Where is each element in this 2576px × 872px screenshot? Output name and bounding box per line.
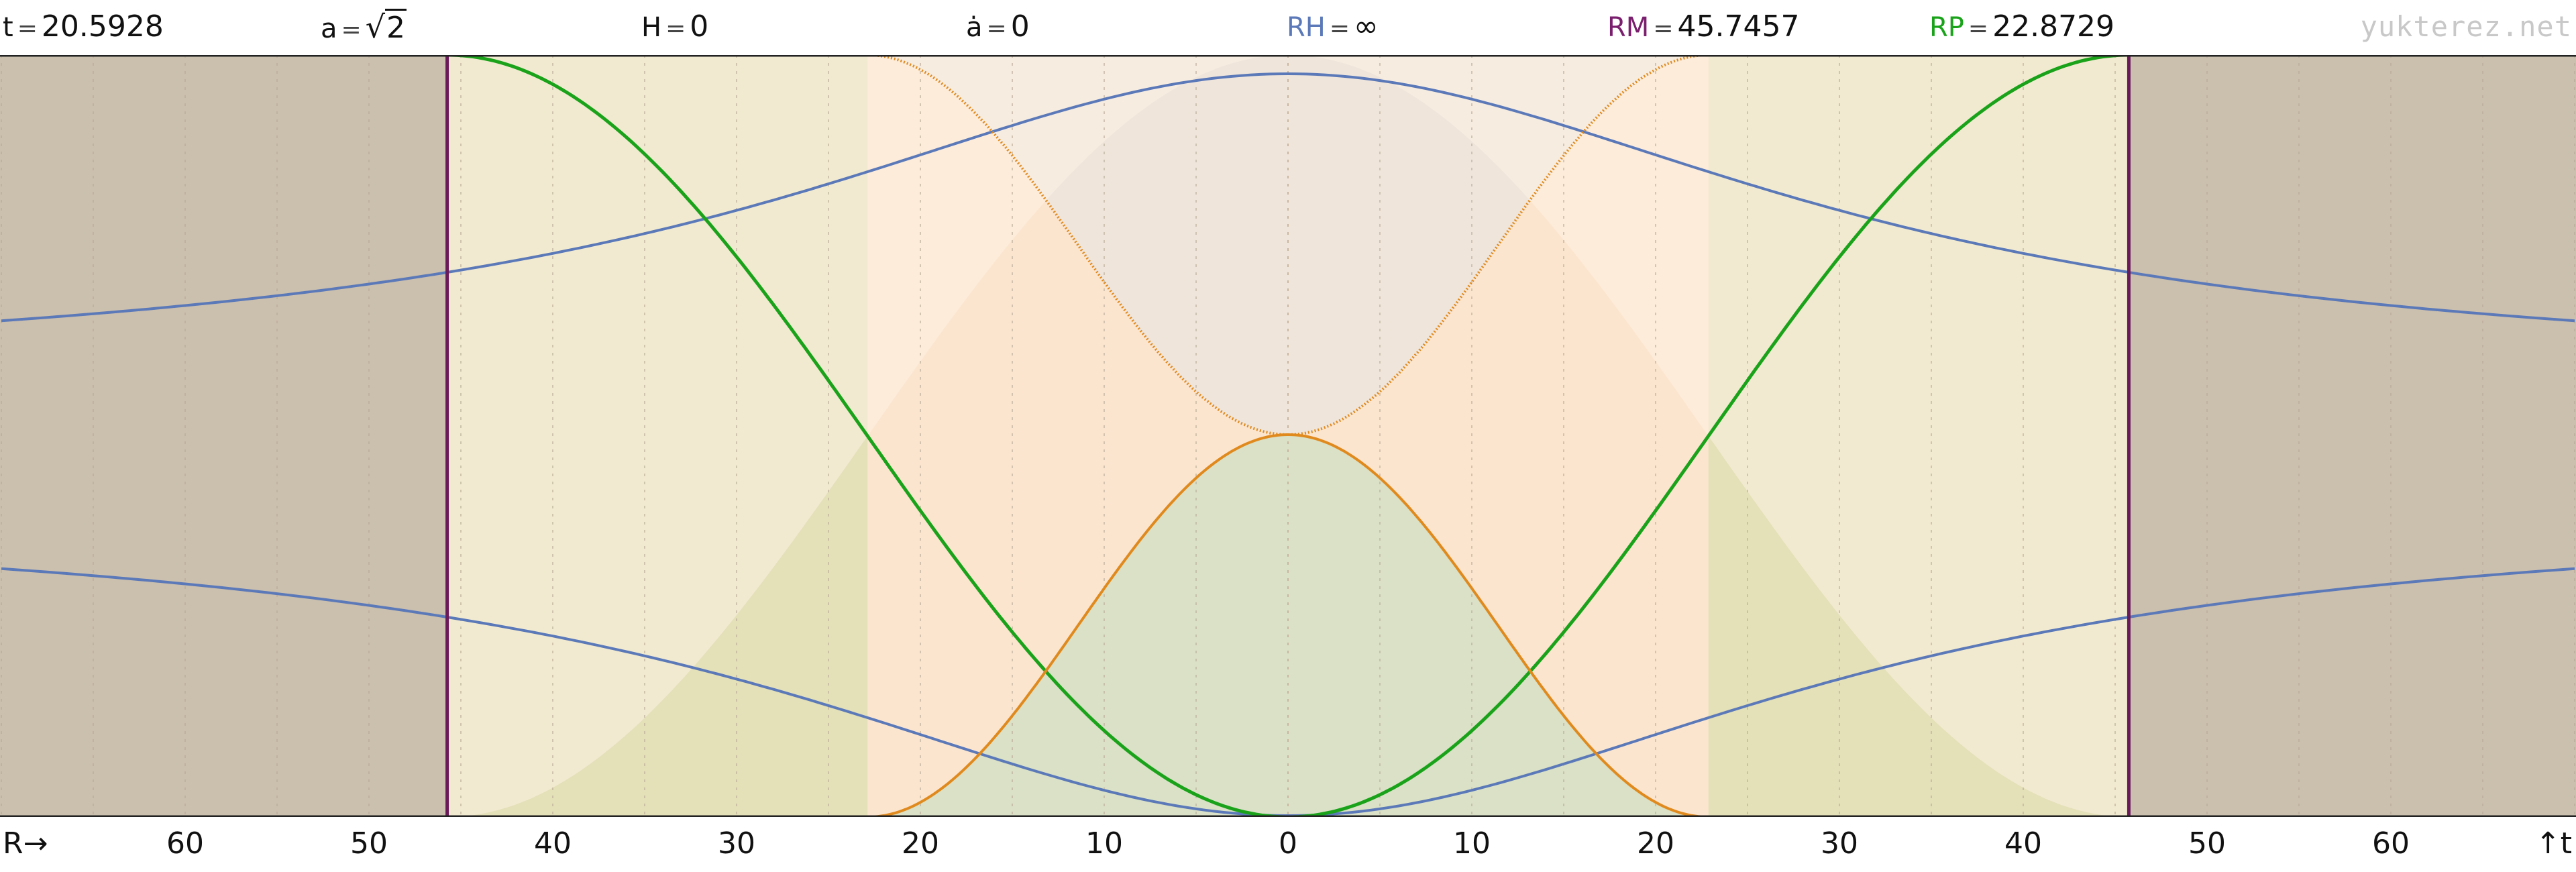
x-tick-label: 30 bbox=[718, 826, 755, 861]
chart-plot-area bbox=[0, 55, 2576, 817]
plot-frame bbox=[0, 55, 2576, 817]
rm-equals: = bbox=[1653, 15, 1674, 42]
x-tick-label: 40 bbox=[534, 826, 572, 861]
orange-dotted-left bbox=[867, 55, 1289, 436]
rh-curve-upper bbox=[1, 72, 2575, 323]
x-tick-label: 50 bbox=[350, 826, 388, 861]
t-equals: = bbox=[17, 15, 38, 42]
x-tick-label: 10 bbox=[1453, 826, 1491, 861]
orange-dotted-right bbox=[1287, 55, 1709, 436]
adot-symbol: ȧ bbox=[966, 12, 983, 43]
a-readout: a = √2 bbox=[321, 7, 407, 50]
rm-symbol: RM bbox=[1607, 12, 1650, 43]
x-tick-label: 20 bbox=[1637, 826, 1674, 861]
h-symbol: H bbox=[641, 12, 662, 43]
rh-equals: = bbox=[1329, 15, 1350, 42]
adot-equals: = bbox=[986, 15, 1007, 42]
orange-curve-right bbox=[1287, 433, 1709, 817]
rp-value: 22.8729 bbox=[1992, 9, 2115, 44]
grid-lines bbox=[1, 55, 2575, 817]
rp-readout: RP = 22.8729 bbox=[1929, 7, 2114, 49]
r-axis-label: R→ bbox=[3, 826, 48, 861]
x-tick-label: 40 bbox=[2004, 826, 2042, 861]
rh-readout: RH = ∞ bbox=[1287, 7, 1379, 49]
t-axis-label: ↑t bbox=[2535, 826, 2572, 861]
rp-equals: = bbox=[1968, 15, 1989, 42]
h-value: 0 bbox=[690, 9, 709, 44]
lower-lens-fill bbox=[867, 435, 1709, 817]
adot-value: 0 bbox=[1010, 9, 1030, 44]
axis-bar bbox=[0, 817, 2576, 872]
a-equals: = bbox=[341, 16, 362, 44]
rm-readout: RM = 45.7457 bbox=[1607, 7, 1799, 49]
rp-symbol: RP bbox=[1929, 12, 1964, 43]
adot-readout: ȧ = 0 bbox=[966, 7, 1030, 49]
orange-curve-left bbox=[867, 433, 1289, 817]
t-value: 20.5928 bbox=[41, 9, 164, 44]
brand-watermark: yukterez.net bbox=[2360, 10, 2572, 43]
rp-curve-right bbox=[1287, 55, 2129, 817]
x-tick-label: 60 bbox=[166, 826, 204, 861]
x-tick-label: 60 bbox=[2372, 826, 2410, 861]
x-tick-label: 0 bbox=[1279, 826, 1297, 861]
x-tick-label: 10 bbox=[1085, 826, 1123, 861]
rh-symbol: RH bbox=[1287, 12, 1326, 43]
a-sqrt: √2 bbox=[366, 7, 407, 48]
h-readout: H = 0 bbox=[641, 7, 708, 49]
rm-value: 45.7457 bbox=[1677, 9, 1800, 44]
t-symbol: t bbox=[3, 12, 13, 43]
t-readout: t = 20.5928 bbox=[3, 7, 164, 49]
rh-value: ∞ bbox=[1354, 9, 1379, 44]
x-tick-label: 50 bbox=[2188, 826, 2226, 861]
a-value: 2 bbox=[385, 9, 407, 45]
h-equals: = bbox=[665, 15, 686, 42]
header-bar: t = 20.5928 a = √2 H = 0 ȧ = 0 RH = ∞ RM = 45.7457 R… bbox=[0, 0, 2576, 55]
sqrt-icon: √ bbox=[365, 9, 385, 45]
a-symbol: a bbox=[321, 13, 337, 44]
x-tick-label: 30 bbox=[1821, 826, 1858, 861]
center-fill bbox=[447, 55, 2129, 817]
rp-curve-left bbox=[447, 55, 1289, 817]
x-tick-label: 20 bbox=[902, 826, 939, 861]
